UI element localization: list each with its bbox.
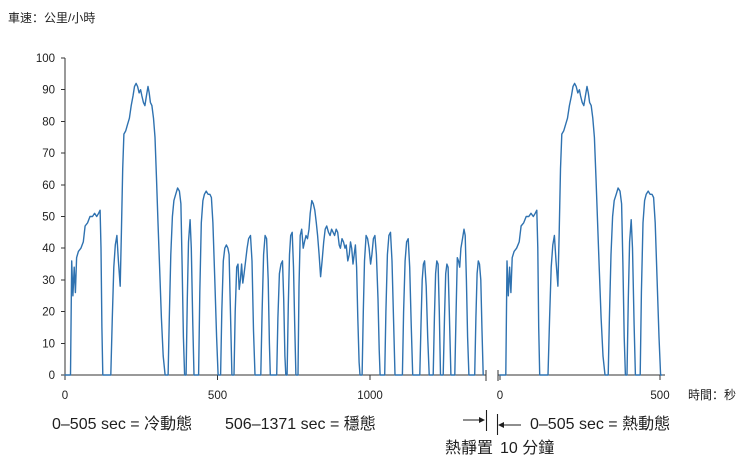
y-tick-label: 10 xyxy=(42,338,55,350)
right-arrowhead-icon xyxy=(479,417,485,423)
y-tick-label: 0 xyxy=(49,370,55,382)
soak-label-right: 10 分鐘 xyxy=(500,439,554,457)
x-tick-label: 0 xyxy=(497,390,503,402)
panel-1: 0 500 1000 xyxy=(62,82,487,402)
phase-annotations: 0–505 sec = 冷動態 506–1371 sec = 穩態 0–505 … xyxy=(52,415,670,457)
stabilized-phase-label: 506–1371 sec = 穩態 xyxy=(225,415,376,433)
y-tick-label: 30 xyxy=(42,275,55,287)
chart-panels: 0 500 1000 0 500 xyxy=(62,82,670,402)
soak-marker xyxy=(463,410,521,435)
left-arrowhead-icon xyxy=(498,422,504,428)
y-tick-label: 50 xyxy=(42,212,55,224)
x-axis-label: 時間：秒 xyxy=(688,388,736,402)
y-tick-label: 40 xyxy=(42,243,55,255)
panel-2: 0 500 xyxy=(497,82,670,402)
cold-phase-label: 0–505 sec = 冷動態 xyxy=(52,415,192,433)
hot-phase-label: 0–505 sec = 熱動態 xyxy=(530,415,670,433)
y-tick-label: 70 xyxy=(42,148,55,160)
speed-series-line xyxy=(64,82,484,376)
y-axis-label: 車速：公里/小時 xyxy=(8,11,95,25)
soak-label-left: 熱靜置 xyxy=(445,439,493,457)
x-tick-label: 1000 xyxy=(357,390,383,402)
y-ticks: 0 10 20 30 40 50 60 70 80 90 100 xyxy=(36,53,65,382)
x-tick-label: 500 xyxy=(208,390,227,402)
y-tick-label: 80 xyxy=(42,116,55,128)
x-tick-label: 0 xyxy=(62,390,68,402)
y-tick-label: 60 xyxy=(42,180,55,192)
y-tick-label: 100 xyxy=(36,53,55,65)
speed-series-line xyxy=(499,82,663,376)
x-tick-label: 500 xyxy=(650,390,669,402)
y-tick-label: 90 xyxy=(42,85,55,97)
y-tick-label: 20 xyxy=(42,307,55,319)
